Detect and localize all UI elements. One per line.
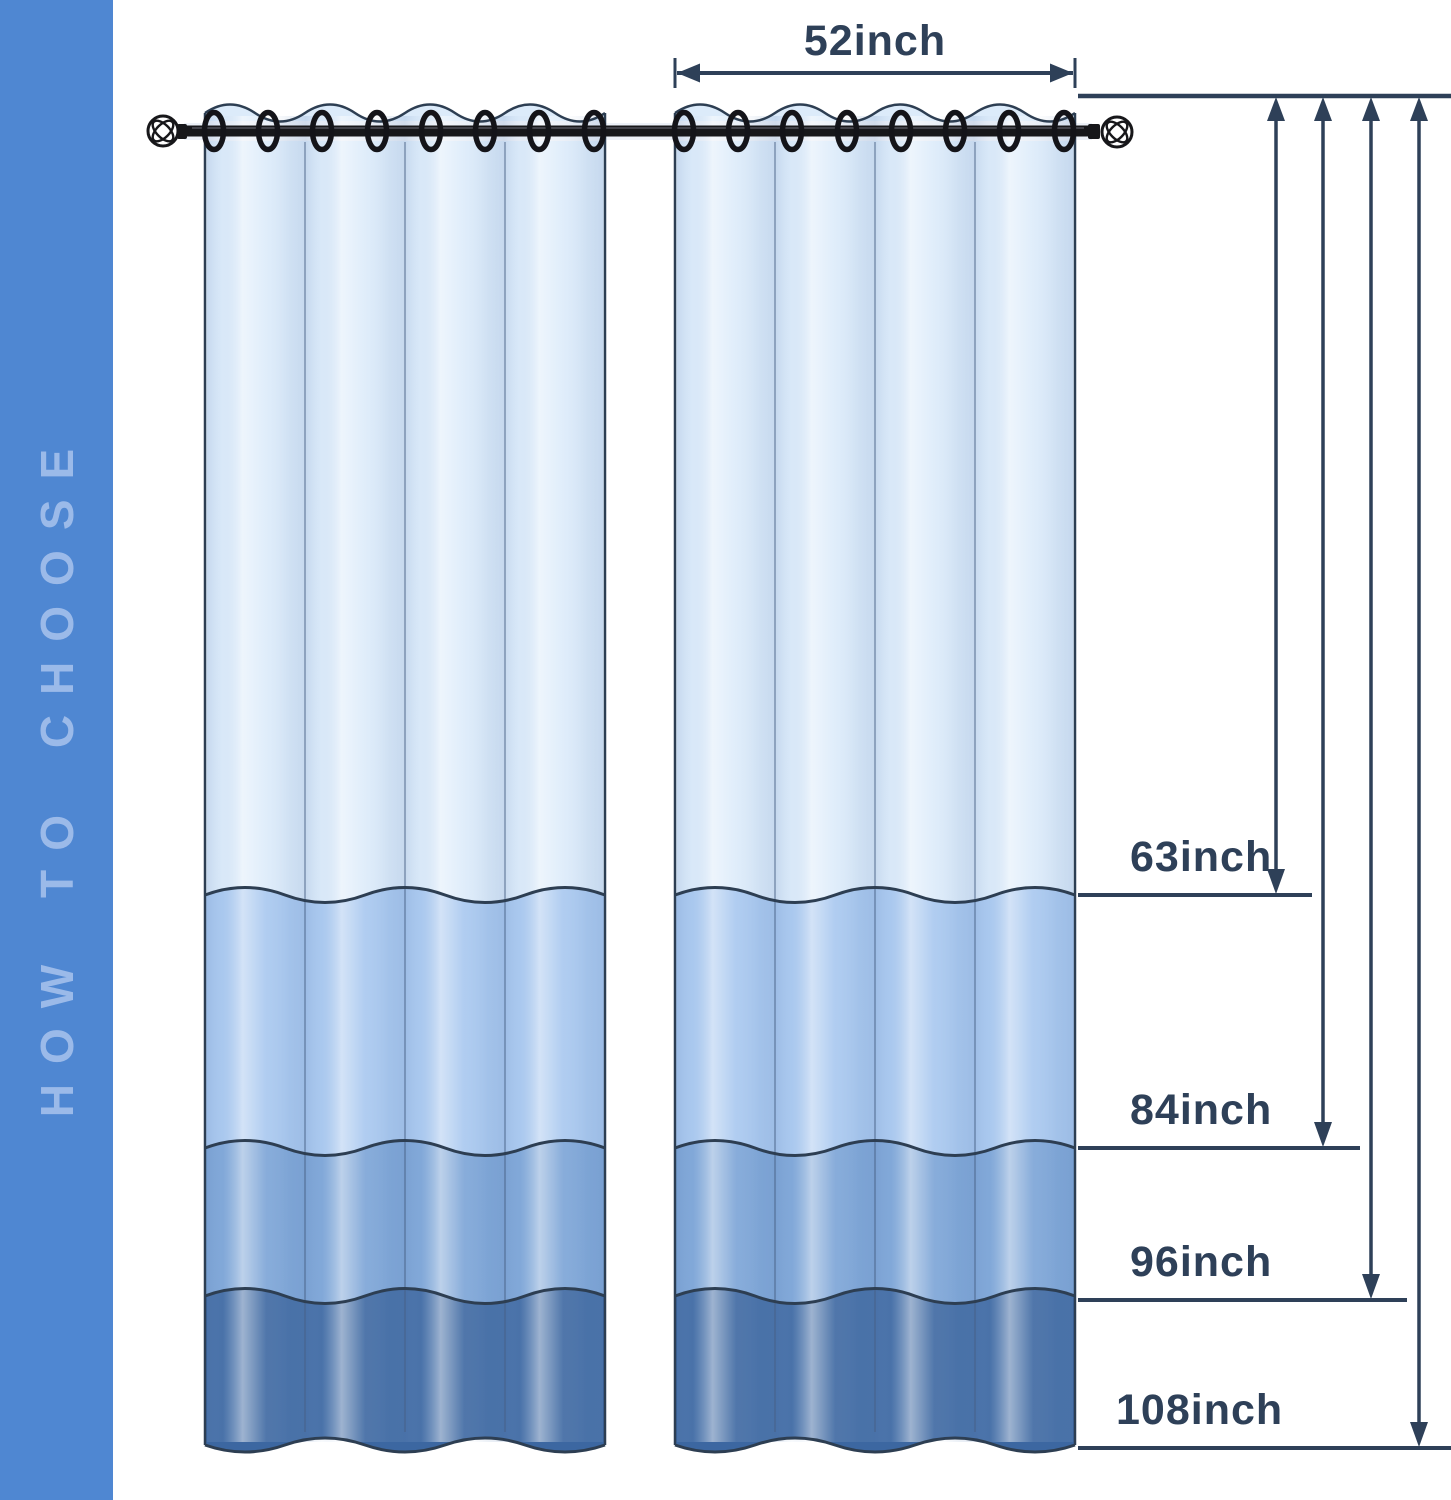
finial-collar-left — [177, 124, 187, 139]
curtain-panel-left — [203, 103, 607, 1454]
curtain-rod — [146, 114, 1134, 149]
curtain-panel-right — [673, 103, 1077, 1454]
width-dimension-label: 52inch — [803, 17, 947, 65]
length-label-84: 84inch — [1130, 1086, 1273, 1134]
length-label-63: 63inch — [1130, 833, 1273, 881]
sidebar-banner: HOW TO CHOOSE — [0, 0, 113, 1500]
finial-left-icon — [146, 114, 180, 148]
width-dimension — [673, 58, 1077, 88]
finial-collar-right — [1088, 124, 1100, 139]
grommets — [201, 109, 1077, 153]
length-label-96: 96inch — [1130, 1238, 1273, 1286]
length-label-108: 108inch — [1116, 1386, 1284, 1434]
finial-right-icon — [1100, 115, 1134, 149]
length-dimensions — [1078, 93, 1451, 1450]
